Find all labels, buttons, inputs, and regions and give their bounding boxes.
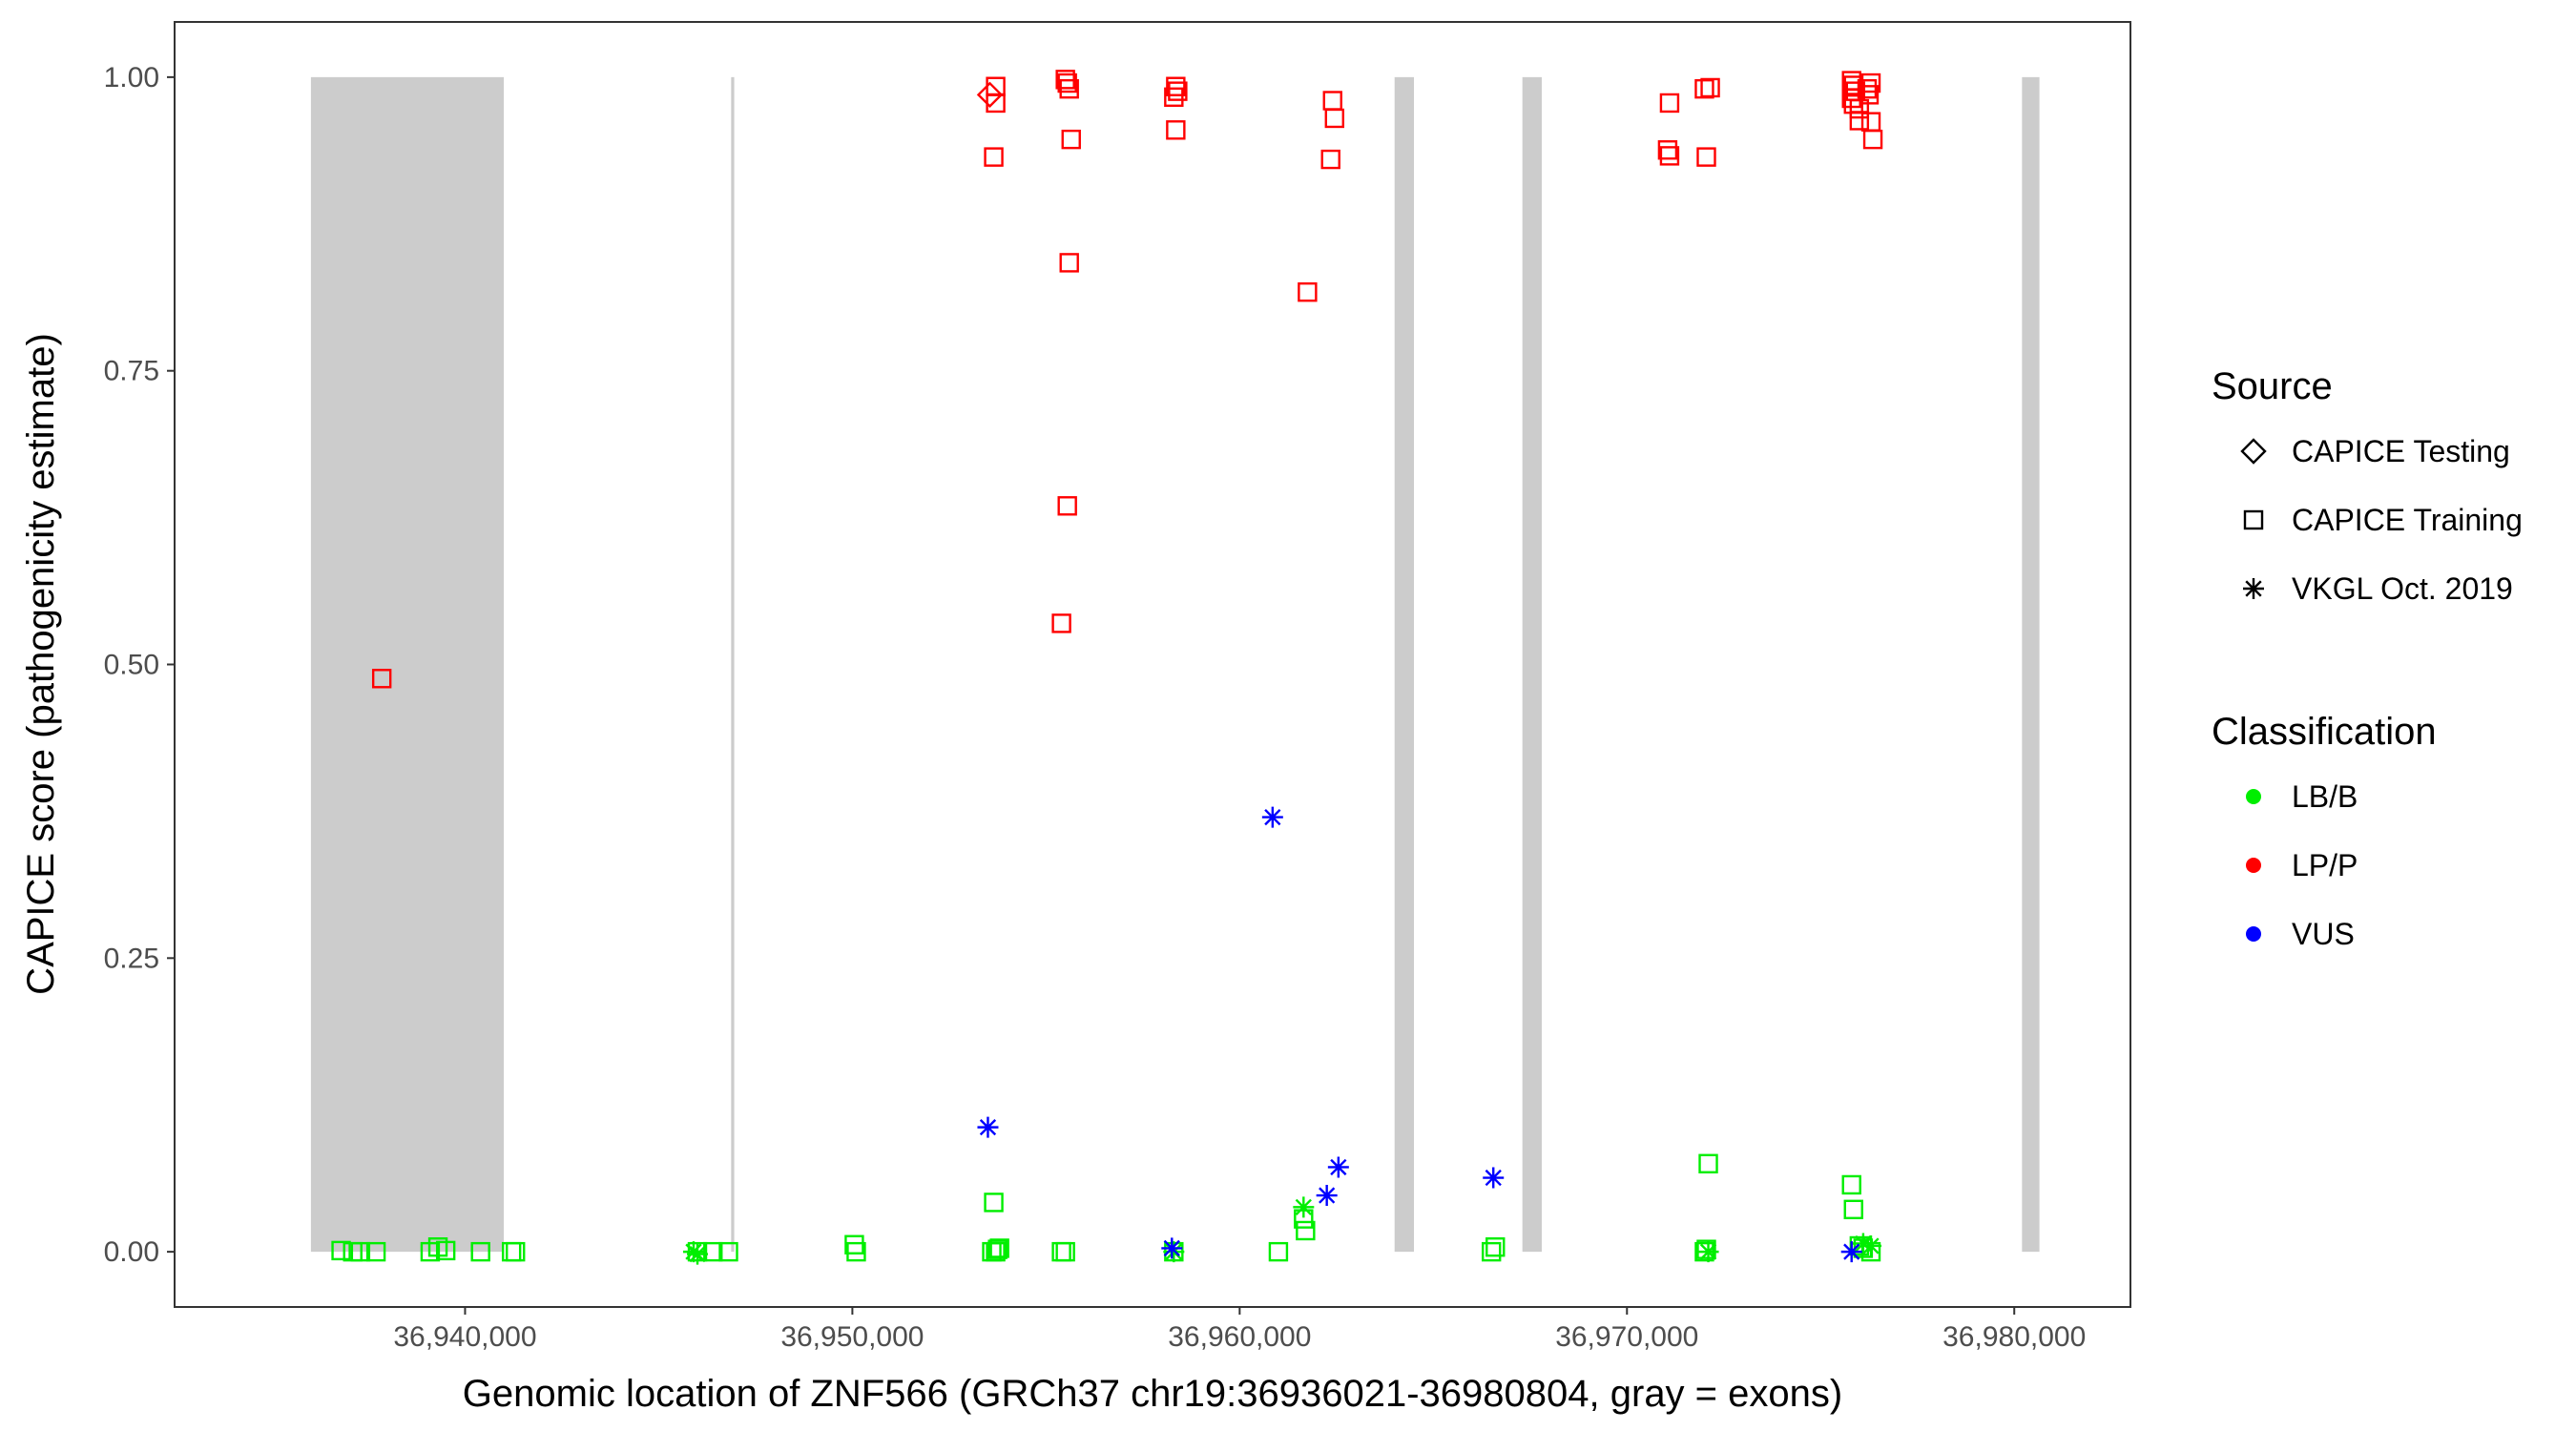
- data-point: [1055, 1241, 1075, 1262]
- legend-label-classification: LP/P: [2292, 848, 2358, 882]
- data-point: [1659, 93, 1680, 114]
- legend-title-classification: Classification: [2212, 711, 2437, 753]
- data-point: [1059, 78, 1079, 99]
- legend: Source CAPICE Testing CAPICE Training VKGL …: [2212, 365, 2523, 951]
- data-point: [365, 1241, 386, 1262]
- legend-label-classification: VUS: [2292, 917, 2355, 951]
- x-axis-title: Genomic location of ZNF566 (GRCh37 chr19…: [463, 1373, 1842, 1415]
- data-point: [1166, 76, 1186, 96]
- data-point: [1059, 253, 1079, 273]
- data-point: [1293, 1196, 1315, 1218]
- data-point: [1061, 129, 1081, 150]
- legend-key-dot: [2246, 926, 2261, 942]
- data-point: [718, 1241, 738, 1262]
- data-point: [506, 1241, 526, 1262]
- legend-key-square: [2243, 509, 2264, 530]
- x-tick-label: 36,950,000: [780, 1321, 924, 1353]
- legend-key-diamond: [2240, 438, 2267, 465]
- data-points: [331, 70, 1883, 1265]
- data-point: [1168, 81, 1188, 101]
- data-point: [1161, 1237, 1183, 1259]
- data-point: [1698, 1153, 1718, 1173]
- x-axis: 36,940,000 36,950,000 36,960,000 36,970,000…: [393, 1307, 2086, 1353]
- data-point: [989, 1238, 1009, 1258]
- exon-regions: [310, 76, 2040, 1253]
- exon-band: [731, 76, 735, 1253]
- data-point: [1657, 140, 1678, 160]
- y-tick-label: 0.25: [104, 943, 159, 974]
- y-tick-label: 0.75: [104, 356, 159, 387]
- data-point: [1324, 108, 1344, 129]
- data-point: [1860, 73, 1881, 93]
- data-point: [1849, 111, 1870, 131]
- data-point: [976, 81, 1004, 109]
- data-point: [331, 1240, 351, 1261]
- data-point: [1843, 1199, 1863, 1220]
- data-point: [1485, 1237, 1506, 1257]
- y-tick-label: 0.00: [104, 1236, 159, 1268]
- data-point: [350, 1241, 371, 1262]
- x-tick-label: 36,940,000: [393, 1321, 536, 1353]
- data-point: [1164, 87, 1184, 108]
- y-axis-title: CAPICE score (pathogenicity estimate): [20, 333, 62, 995]
- data-point: [687, 1243, 709, 1265]
- data-point: [844, 1234, 864, 1255]
- legend-key-dot: [2246, 789, 2261, 804]
- data-point: [1859, 85, 1880, 105]
- legend-label-source: VKGL Oct. 2019: [2292, 571, 2513, 606]
- data-point: [1481, 1241, 1502, 1262]
- data-point: [1696, 147, 1716, 167]
- data-point: [703, 1241, 723, 1262]
- data-point: [1261, 806, 1283, 828]
- legend-key-dot: [2246, 858, 2261, 873]
- data-point: [1316, 1185, 1338, 1207]
- data-point: [1483, 1167, 1505, 1189]
- x-tick-label: 36,980,000: [1942, 1321, 2086, 1353]
- data-point: [984, 147, 1004, 167]
- data-point: [1696, 1239, 1716, 1259]
- exon-band: [1394, 76, 1415, 1253]
- data-point: [371, 669, 392, 689]
- data-point: [987, 1239, 1008, 1259]
- x-tick-label: 36,960,000: [1168, 1321, 1311, 1353]
- data-point: [435, 1240, 456, 1261]
- data-point: [1320, 149, 1340, 170]
- data-point: [1296, 1220, 1316, 1241]
- data-point: [846, 1241, 866, 1262]
- data-point: [1860, 1234, 1882, 1256]
- data-point: [1057, 73, 1077, 93]
- data-point: [986, 1241, 1006, 1262]
- legend-label-source: CAPICE Training: [2292, 503, 2523, 537]
- data-point: [1852, 1233, 1874, 1255]
- legend-key-asterisk: [2243, 578, 2264, 599]
- data-point: [1857, 78, 1878, 99]
- data-point: [470, 1241, 490, 1262]
- data-point: [1841, 1174, 1861, 1195]
- y-tick-label: 0.50: [104, 650, 159, 681]
- x-tick-label: 36,970,000: [1555, 1321, 1698, 1353]
- data-point: [1659, 146, 1680, 166]
- data-point: [1166, 120, 1186, 140]
- data-point: [1694, 78, 1714, 99]
- data-point: [1862, 129, 1883, 150]
- y-axis: 0.00 0.25 0.50 0.75 1.00: [104, 62, 175, 1268]
- data-point: [1268, 1241, 1289, 1262]
- y-tick-label: 1.00: [104, 62, 159, 93]
- data-point: [1051, 613, 1071, 633]
- data-point: [1697, 1241, 1719, 1263]
- data-point: [1327, 1156, 1349, 1178]
- data-point: [1298, 281, 1318, 302]
- data-point: [1840, 1241, 1862, 1263]
- data-point: [977, 1116, 999, 1138]
- legend-label-source: CAPICE Testing: [2292, 434, 2510, 468]
- data-point: [1057, 496, 1077, 516]
- exon-band: [2022, 76, 2040, 1253]
- exon-band: [1522, 76, 1542, 1253]
- data-point: [1700, 77, 1720, 98]
- legend-label-classification: LB/B: [2292, 779, 2358, 814]
- exon-band: [310, 76, 505, 1253]
- data-point: [984, 1192, 1004, 1213]
- legend-title-source: Source: [2212, 365, 2333, 407]
